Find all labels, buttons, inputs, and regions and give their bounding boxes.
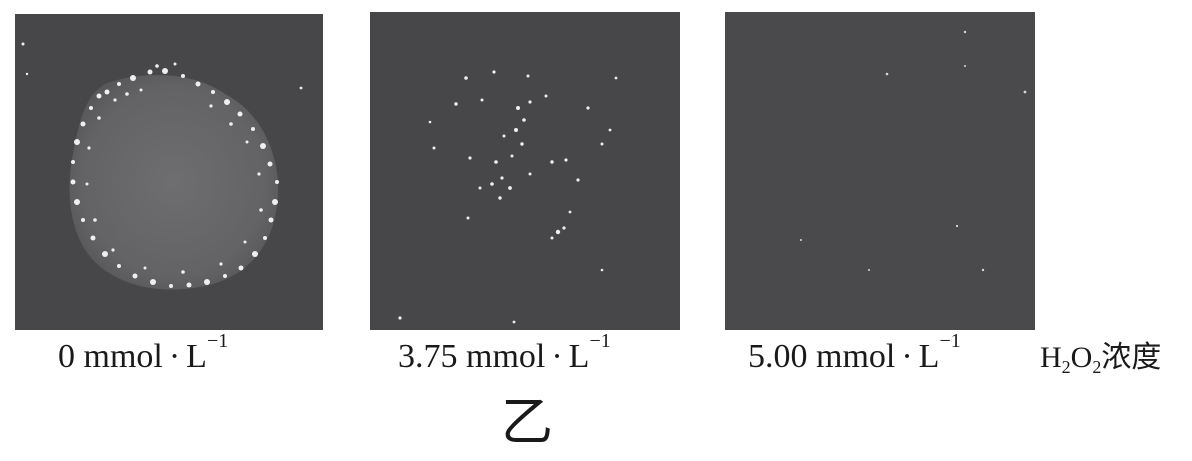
image-panel-3-75-mmol xyxy=(370,12,680,330)
caption-value: 3.75 mmol xyxy=(398,338,546,375)
caption-value: 5.00 mmol xyxy=(748,338,896,375)
caption-3-75-mmol: 3.75 mmol · L−1 xyxy=(398,331,611,379)
dot-separator: · xyxy=(901,338,913,375)
caption-exponent: −1 xyxy=(206,330,229,352)
figure-label: 乙 xyxy=(500,393,553,453)
dot-separator: · xyxy=(551,338,563,375)
scattered-specks-image xyxy=(398,70,618,324)
subscript-2: 2 xyxy=(1092,357,1102,377)
h2o2-concentration-label: H2O2浓度 xyxy=(1040,338,1161,381)
dot-separator: · xyxy=(168,338,181,375)
o-symbol: O xyxy=(1070,341,1093,374)
image-panel-5-00-mmol xyxy=(725,12,1035,330)
subscript-2: 2 xyxy=(1061,357,1071,377)
caption-exponent: −1 xyxy=(939,330,961,352)
image-panel-0-mmol xyxy=(15,14,323,330)
caption-5-00-mmol: 5.00 mmol · L−1 xyxy=(748,331,961,379)
caption-unit: L xyxy=(186,338,207,375)
h-symbol: H xyxy=(1040,341,1062,374)
caption-unit: L xyxy=(918,338,940,375)
caption-value: 0 mmol xyxy=(58,338,163,375)
caption-0-mmol: 0 mmol · L−1 xyxy=(58,331,228,379)
caption-exponent: −1 xyxy=(589,330,611,352)
empty-plate-image xyxy=(800,30,1027,272)
concentration-text: 浓度 xyxy=(1101,341,1162,374)
colony-large-image xyxy=(21,42,303,290)
caption-unit: L xyxy=(568,338,590,375)
